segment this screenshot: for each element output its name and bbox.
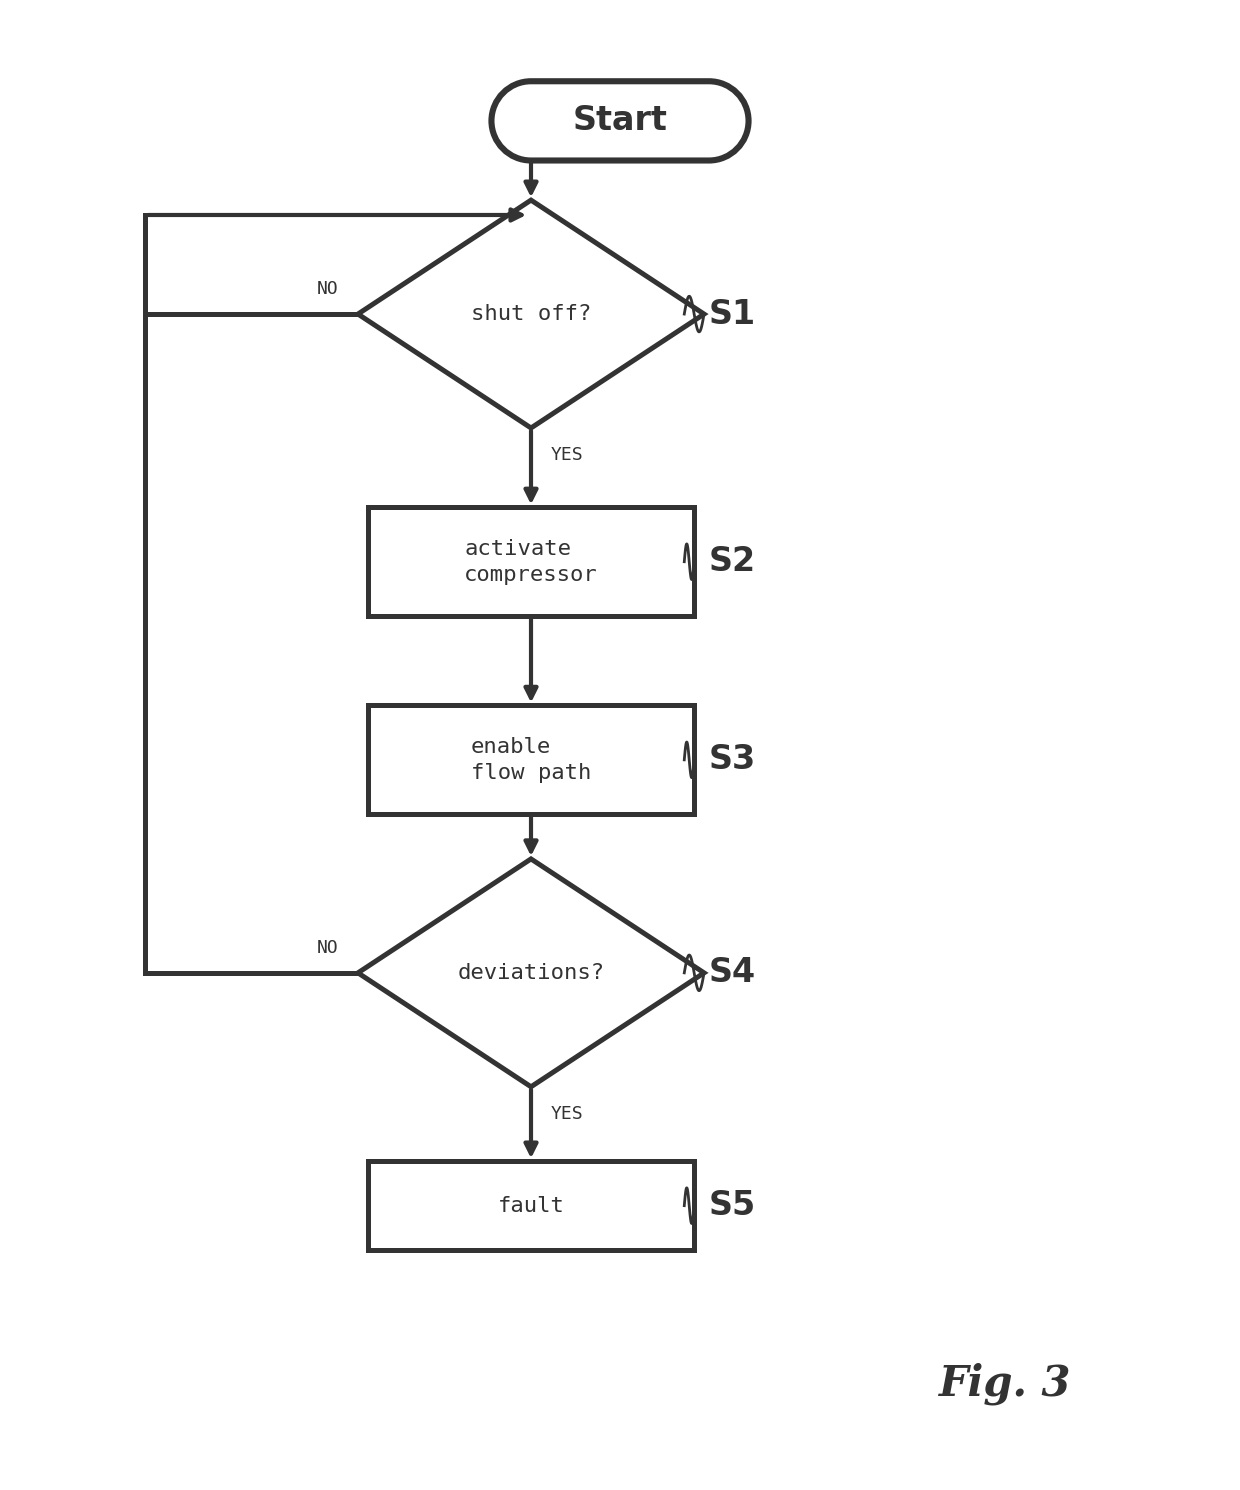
Text: fault: fault (497, 1195, 564, 1216)
Text: NO: NO (316, 280, 339, 298)
Bar (368, 705, 694, 815)
Text: NO: NO (316, 939, 339, 957)
Text: YES: YES (551, 1104, 583, 1122)
Text: S5: S5 (709, 1189, 756, 1222)
Text: Fig. 3: Fig. 3 (940, 1363, 1071, 1405)
Text: S2: S2 (709, 545, 756, 578)
Text: S1: S1 (709, 298, 756, 331)
Text: S3: S3 (709, 744, 756, 776)
Polygon shape (358, 858, 704, 1086)
Text: Start: Start (573, 104, 667, 137)
Bar (368, 507, 694, 617)
Text: enable
flow path: enable flow path (471, 736, 591, 784)
Text: YES: YES (551, 446, 583, 463)
Text: activate
compressor: activate compressor (464, 538, 598, 586)
Text: shut off?: shut off? (471, 304, 591, 323)
PathPatch shape (491, 82, 749, 161)
Text: deviations?: deviations? (458, 963, 605, 983)
Text: S4: S4 (709, 957, 756, 989)
Bar (368, 1161, 694, 1250)
Polygon shape (358, 200, 704, 428)
